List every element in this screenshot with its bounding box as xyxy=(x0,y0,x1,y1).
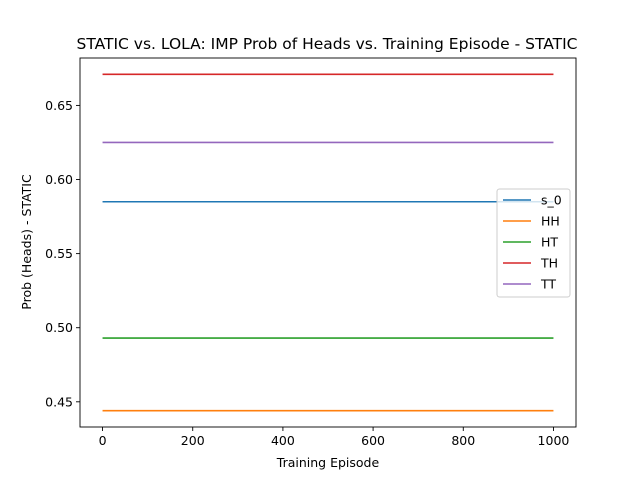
x-tick-label: 400 xyxy=(271,433,295,448)
y-tick-label: 0.55 xyxy=(45,246,73,261)
axes-frame xyxy=(79,57,577,428)
x-tick-label: 800 xyxy=(451,433,475,448)
y-axis-label: Prob (Heads) - STATIC xyxy=(19,174,34,310)
y-tick-label: 0.45 xyxy=(45,394,73,409)
x-tick-label: 1000 xyxy=(538,433,570,448)
y-tick-label: 0.50 xyxy=(45,320,73,335)
chart-title: STATIC vs. LOLA: IMP Prob of Heads vs. T… xyxy=(77,35,578,53)
legend-label-ht: HT xyxy=(541,235,558,250)
x-tick-label: 600 xyxy=(361,433,385,448)
legend-label-th: TH xyxy=(540,256,558,271)
x-axis-label: Training Episode xyxy=(276,455,380,470)
legend: s_0 HH HT TH TT xyxy=(496,188,571,298)
legend-label-tt: TT xyxy=(540,277,556,292)
x-tick-label: 0 xyxy=(99,433,107,448)
legend-box xyxy=(496,188,571,298)
x-tick-label: 200 xyxy=(181,433,205,448)
plot-area: 0 200 400 600 800 1000 0.45 0.50 0.55 0.60 0.65 xyxy=(45,57,577,448)
y-tick-label: 0.65 xyxy=(45,98,73,113)
legend-label-s-0: s_0 xyxy=(541,193,562,208)
y-tick-label: 0.60 xyxy=(45,172,73,187)
legend-label-hh: HH xyxy=(541,214,560,229)
